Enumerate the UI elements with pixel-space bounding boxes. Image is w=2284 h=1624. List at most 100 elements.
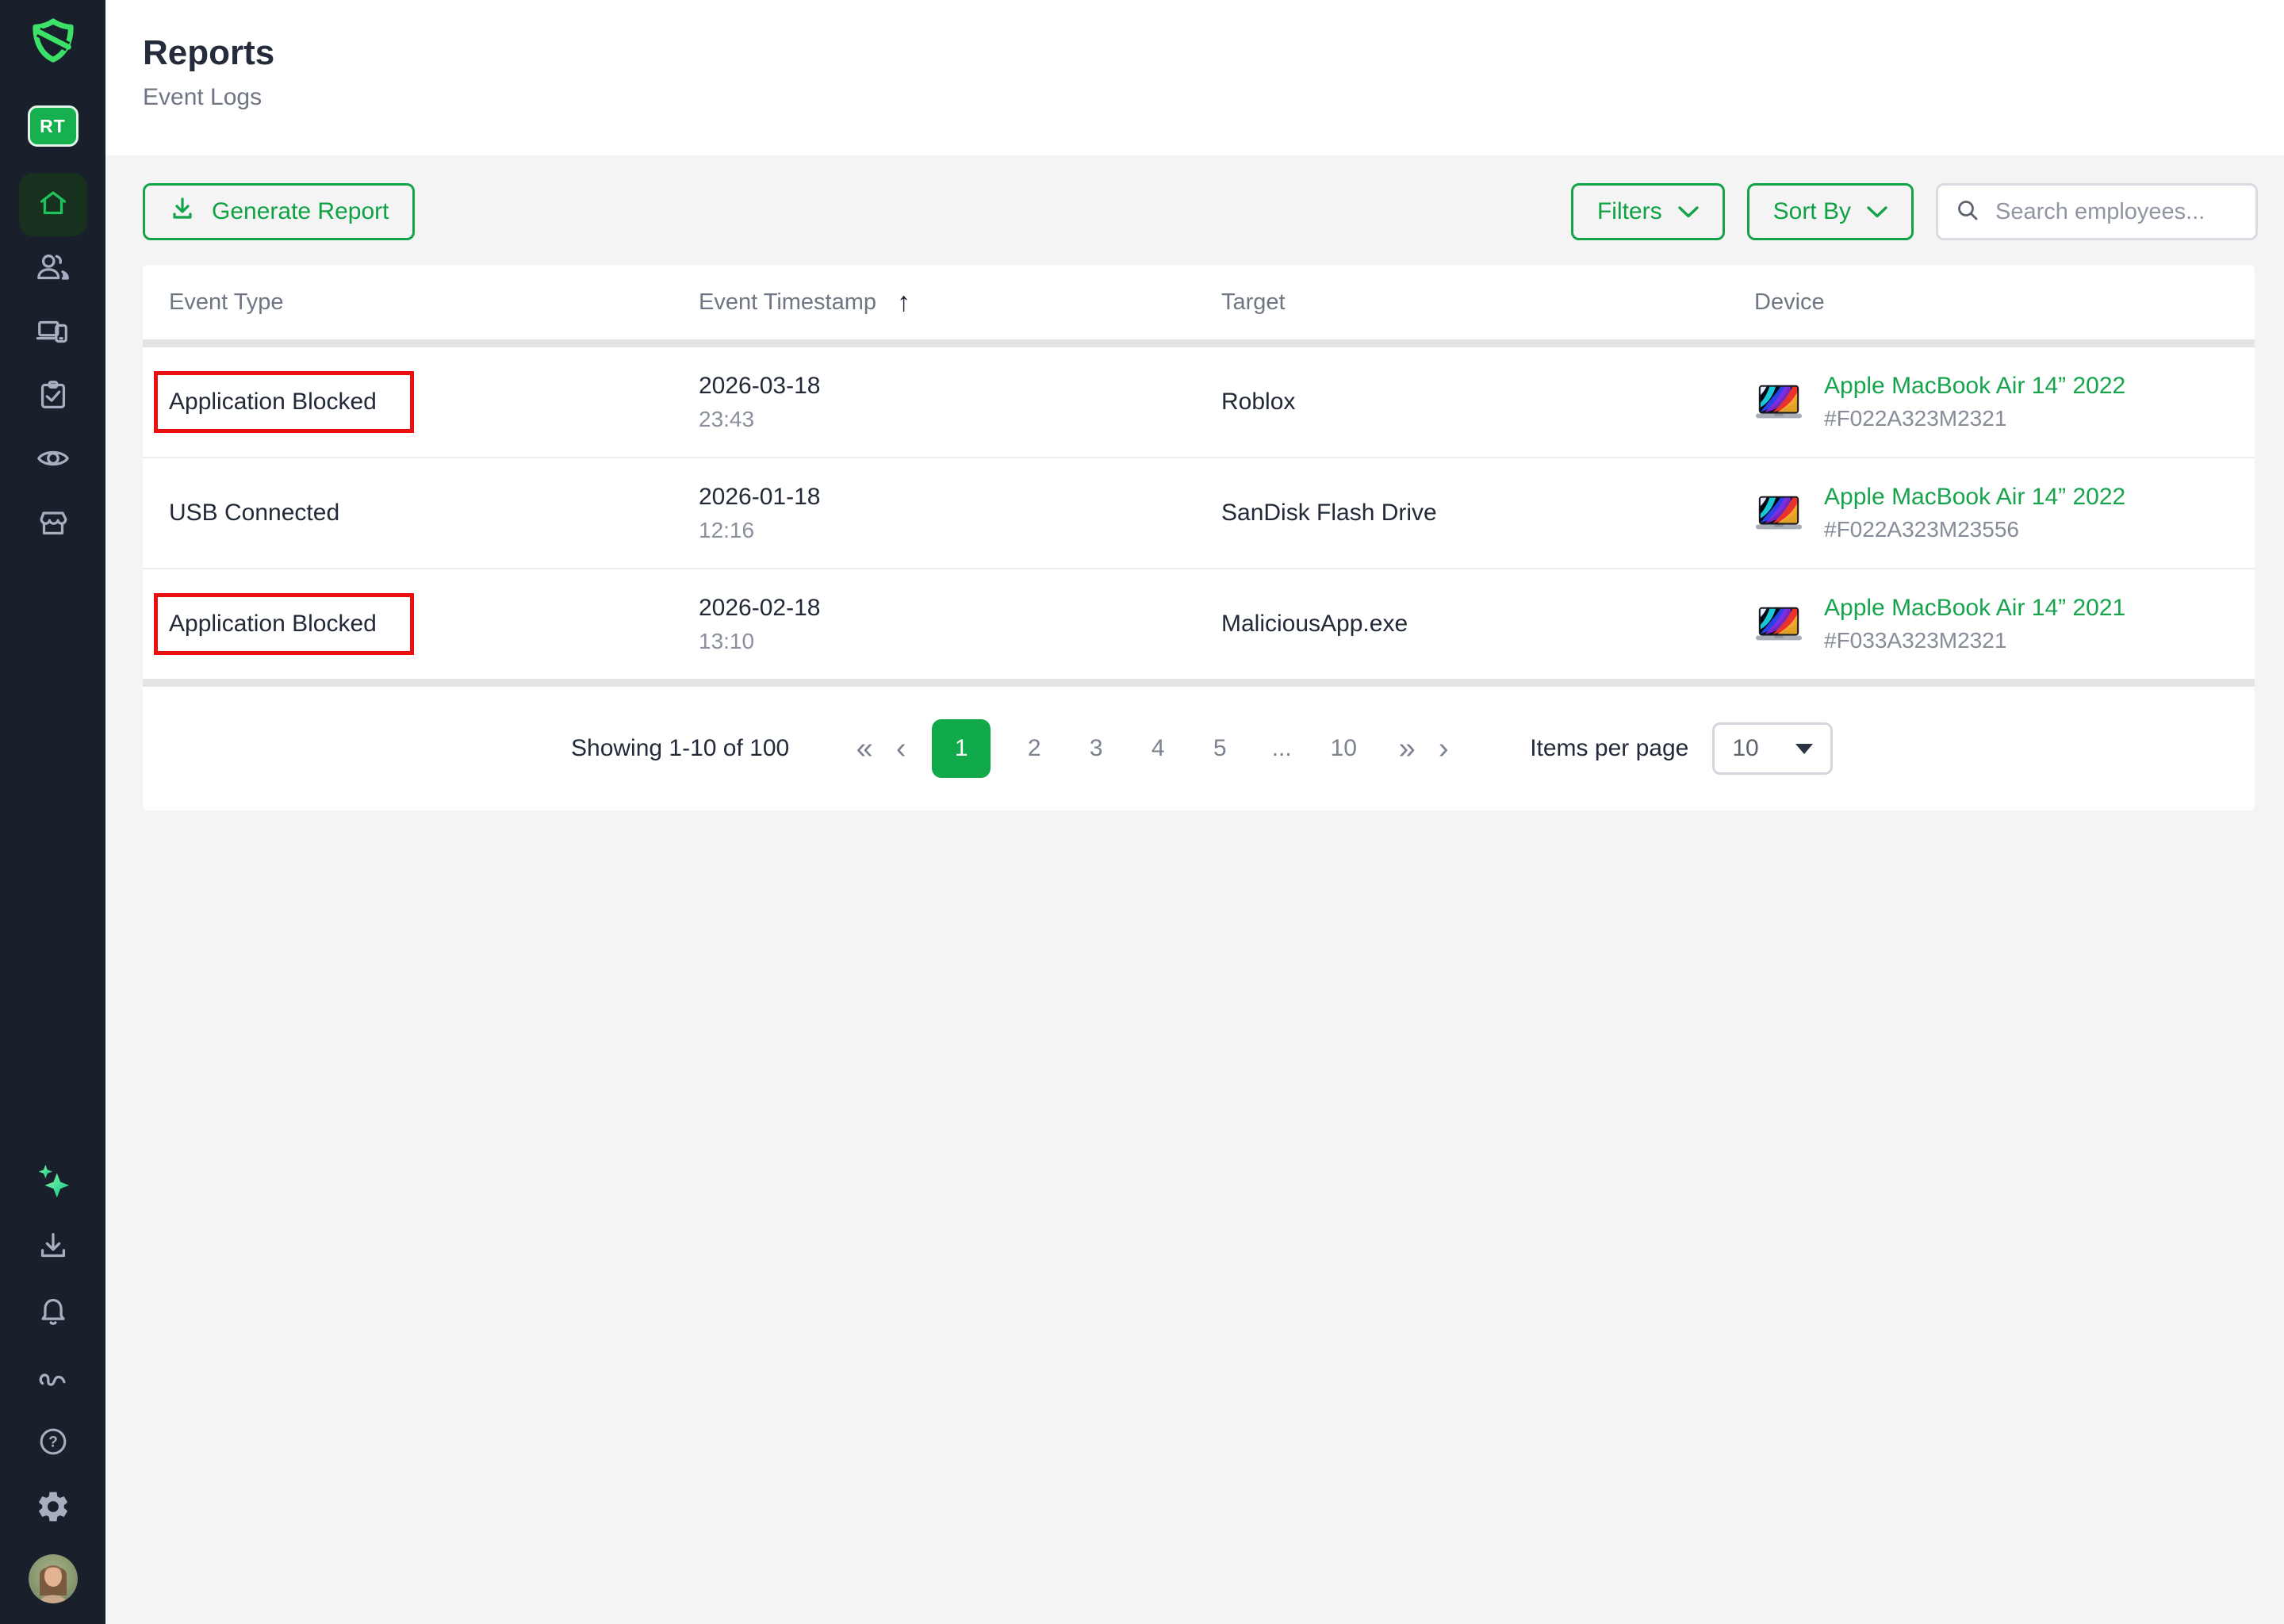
device-link[interactable]: Apple MacBook Air 14” 2021 <box>1824 595 2126 621</box>
next-page-button[interactable]: › <box>1425 719 1462 778</box>
bell-icon <box>35 1293 71 1334</box>
sidebar-item-tasks[interactable] <box>0 365 105 428</box>
event-date: 2026-03-18 <box>699 372 821 399</box>
page-5-button[interactable]: 5 <box>1201 719 1238 778</box>
download-icon <box>35 1228 71 1269</box>
generate-report-label: Generate Report <box>212 198 389 224</box>
shield-logo-icon <box>29 16 78 69</box>
sidebar-item-settings[interactable] <box>0 1476 105 1541</box>
brand-logo[interactable] <box>0 16 105 68</box>
header-divider <box>143 339 2255 347</box>
event-type-cell-highlighted: Application Blocked <box>154 371 414 433</box>
column-header-event-type: Event Type <box>169 289 284 315</box>
team-icon <box>35 250 71 290</box>
page-10-button[interactable]: 10 <box>1325 719 1362 778</box>
column-header-target: Target <box>1221 289 1286 315</box>
page-subtitle: Event Logs <box>143 84 263 110</box>
target-cell: Roblox <box>1221 389 1296 415</box>
page-1-button[interactable]: 1 <box>932 719 991 778</box>
org-avatar-badge[interactable]: RT <box>0 105 105 147</box>
sidebar-item-downloads[interactable] <box>0 1216 105 1281</box>
sort-by-button[interactable]: Sort By <box>1746 183 1914 240</box>
sidebar-item-ai-assistant[interactable] <box>0 1151 105 1216</box>
items-per-page-label: Items per page <box>1530 735 1689 761</box>
target-cell: MaliciousApp.exe <box>1221 611 1408 637</box>
toolbar-right: Filters Sort By <box>1570 183 2258 240</box>
sidebar-item-store[interactable] <box>0 492 105 555</box>
page-3-button[interactable]: 3 <box>1078 719 1114 778</box>
macbook-thumbnail <box>1755 607 1803 641</box>
sort-ascending-arrow-icon: ↑ <box>897 286 911 317</box>
device-link[interactable]: Apple MacBook Air 14” 2022 <box>1824 373 2126 399</box>
event-date: 2026-01-18 <box>699 483 821 510</box>
page-4-button[interactable]: 4 <box>1140 719 1176 778</box>
sidebar-item-monitoring[interactable] <box>0 428 105 492</box>
settings-icon <box>35 1488 71 1529</box>
tasks-icon <box>35 377 71 417</box>
user-avatar[interactable] <box>0 1553 105 1605</box>
svg-text:?: ? <box>48 1434 58 1450</box>
pagination: « ‹ 1 2 3 4 5... 10 » › <box>846 719 1462 778</box>
page-header: Reports Event Logs <box>105 0 2284 155</box>
event-time: 23:43 <box>699 406 755 431</box>
caret-down-icon <box>1795 743 1814 754</box>
event-type-cell: USB Connected <box>169 500 340 526</box>
event-date: 2026-02-18 <box>699 594 821 621</box>
table-row: Application Blocked 2026-03-18 23:43 Rob… <box>143 347 2255 457</box>
sort-by-timestamp-control[interactable]: Event Timestamp ↑ <box>699 286 911 317</box>
page-title: Reports <box>143 33 275 72</box>
org-avatar-label: RT <box>40 115 66 136</box>
event-type-cell-highlighted: Application Blocked <box>154 593 414 655</box>
sort-by-label: Sort By <box>1772 198 1851 224</box>
active-nav-highlight <box>18 173 87 236</box>
device-id: #F022A323M2321 <box>1824 406 2007 431</box>
macbook-thumbnail <box>1755 385 1803 419</box>
sidebar-item-notifications[interactable] <box>0 1281 105 1346</box>
table-row: Application Blocked 2026-02-18 13:10 Mal… <box>143 568 2255 679</box>
generate-report-button[interactable]: Generate Report <box>143 183 416 240</box>
last-page-button[interactable]: » <box>1389 719 1425 778</box>
items-per-page-value: 10 <box>1732 735 1759 761</box>
first-page-button[interactable]: « <box>846 719 883 778</box>
prev-page-button[interactable]: ‹ <box>883 719 919 778</box>
target-cell: SanDisk Flash Drive <box>1221 500 1437 526</box>
sidebar-item-help[interactable]: ? <box>0 1411 105 1476</box>
event-log-table: Event Type Event Timestamp ↑ Target Devi… <box>143 265 2255 810</box>
sidebar-item-team[interactable] <box>0 238 105 301</box>
help-icon: ? <box>35 1423 71 1464</box>
sparkles-icon <box>33 1162 73 1205</box>
toolbar: Generate Report Filters Sort By <box>143 183 2258 240</box>
sidebar-item-signature[interactable] <box>0 1346 105 1411</box>
page-buttons: 1 2 3 4 5... 10 <box>919 719 1374 778</box>
sidebar-item-home[interactable] <box>0 173 105 236</box>
search-icon <box>1956 198 1979 226</box>
column-header-event-timestamp: Event Timestamp ↑ <box>699 287 1221 318</box>
footer-divider <box>143 679 2255 687</box>
table-header: Event Type Event Timestamp ↑ Target Devi… <box>143 265 2255 339</box>
event-time: 12:16 <box>699 517 755 542</box>
devices-icon <box>35 313 71 354</box>
pagination-summary: Showing 1-10 of 100 <box>571 735 790 761</box>
filters-button[interactable]: Filters <box>1570 183 1725 240</box>
page-ellipsis: ... <box>1263 719 1300 778</box>
chevron-down-icon <box>1867 198 1887 225</box>
device-id: #F022A323M23556 <box>1824 517 2019 542</box>
monitoring-icon <box>35 440 71 481</box>
signature-icon <box>35 1358 71 1399</box>
device-link[interactable]: Apple MacBook Air 14” 2022 <box>1824 484 2126 510</box>
chevron-down-icon <box>1677 198 1699 225</box>
main-area: Reports Event Logs Generate Report Filte… <box>105 0 2284 1624</box>
sidebar-item-devices[interactable] <box>0 301 105 365</box>
event-time: 13:10 <box>699 628 755 653</box>
search-input[interactable] <box>1994 197 2238 226</box>
page-2-button[interactable]: 2 <box>1016 719 1052 778</box>
macbook-thumbnail <box>1755 496 1803 530</box>
column-header-device: Device <box>1754 289 1825 315</box>
filters-label: Filters <box>1596 198 1662 224</box>
user-photo <box>28 1554 78 1603</box>
items-per-page-select[interactable]: 10 <box>1712 722 1834 775</box>
device-id: #F033A323M2321 <box>1824 628 2007 653</box>
items-per-page: Items per page 10 <box>1530 722 1834 775</box>
table-body: Application Blocked 2026-03-18 23:43 Rob… <box>143 347 2255 679</box>
